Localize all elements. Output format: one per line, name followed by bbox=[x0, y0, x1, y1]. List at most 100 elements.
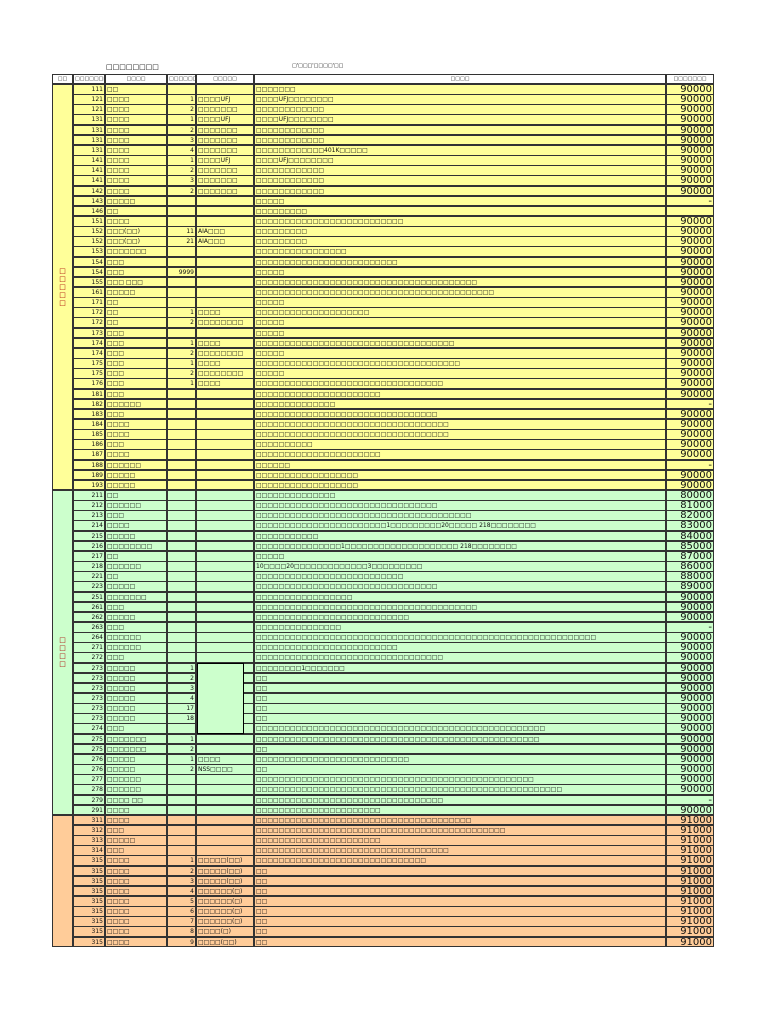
amount: 90000 bbox=[666, 418, 714, 430]
sub-name: □□□□□□□ bbox=[196, 134, 254, 146]
sub-name bbox=[196, 652, 254, 664]
amount: 88000 bbox=[666, 571, 714, 582]
name: □□□□ bbox=[105, 814, 167, 826]
description: □□□□□□□□□□□□ bbox=[254, 124, 666, 136]
description: □□□□UFJ□□□□□□□□ bbox=[254, 94, 666, 105]
sub-name bbox=[196, 540, 254, 552]
description: □□□□□□□□1□□□□□□□ bbox=[254, 662, 666, 674]
amount: 91000 bbox=[666, 885, 714, 897]
description: □□ bbox=[254, 682, 666, 694]
code: 312 bbox=[73, 824, 105, 836]
name: □□□□□□□ bbox=[105, 591, 167, 603]
sub-name bbox=[196, 733, 254, 745]
amount: - bbox=[666, 195, 714, 207]
sub-no bbox=[167, 205, 196, 217]
sub-name: AIA□□□ bbox=[196, 236, 254, 247]
amount: 87000 bbox=[666, 550, 714, 562]
amount: 90000 bbox=[666, 165, 714, 176]
description: □□ bbox=[254, 936, 666, 948]
code: 184 bbox=[73, 418, 105, 430]
sub-name: □□□□□□(□) bbox=[196, 885, 254, 897]
sub-no bbox=[167, 591, 196, 603]
amount: 82000 bbox=[666, 510, 714, 521]
header-cell: □□□□□□ bbox=[167, 74, 196, 84]
amount: 85000 bbox=[666, 540, 714, 552]
description: □□□□□□□□□ bbox=[254, 236, 666, 247]
sub-name bbox=[196, 449, 254, 461]
description: □□□□□□□□□ bbox=[254, 205, 666, 217]
code: 152 bbox=[73, 226, 105, 237]
sub-no bbox=[167, 784, 196, 795]
sub-name bbox=[196, 398, 254, 410]
description: □□□□□□□□□□□□□□□□□□□□□□ bbox=[254, 449, 666, 461]
description: □□□□□□□□□□□□□□□□□□□□□□□□□□□□□□□□ bbox=[254, 408, 666, 420]
description: □□□□□ bbox=[254, 297, 666, 308]
description: □□□□□□□□□□□□401K□□□□□ bbox=[254, 144, 666, 156]
code: 315 bbox=[73, 875, 105, 887]
sub-name bbox=[196, 794, 254, 806]
sub-name bbox=[196, 845, 254, 856]
code: 172 bbox=[73, 307, 105, 318]
description: □□□□UFJ□□□□□□□□ bbox=[254, 155, 666, 166]
description: □□□□□□□□□□□□ bbox=[254, 175, 666, 186]
description: □□□□□□□□□□□□□□□□□□□□□□□□□□□ bbox=[254, 753, 666, 765]
sub-no bbox=[167, 652, 196, 664]
code: 121 bbox=[73, 104, 105, 115]
group-label: □□□□ bbox=[52, 490, 73, 815]
amount: 91000 bbox=[666, 855, 714, 867]
name: □□ bbox=[105, 550, 167, 562]
name: □□ bbox=[105, 490, 167, 501]
description: □□□□□□□□□□□□□□□□□□□□□□□□□□□□□□□□ bbox=[254, 500, 666, 511]
sub-no bbox=[167, 581, 196, 592]
name: □□□ bbox=[105, 723, 167, 735]
code: 279 bbox=[73, 794, 105, 806]
description: □□□□□ bbox=[254, 327, 666, 339]
sub-no: 9 bbox=[167, 936, 196, 948]
description: □□□□□ bbox=[254, 550, 666, 562]
amount: 90000 bbox=[666, 155, 714, 166]
amount: 80000 bbox=[666, 490, 714, 501]
name: □□□ bbox=[105, 388, 167, 400]
description: □□ bbox=[254, 865, 666, 877]
sub-no: 2 bbox=[167, 104, 196, 115]
sub-name: □□□□□□□□ bbox=[196, 317, 254, 329]
name: □□□□□ bbox=[105, 753, 167, 765]
amount: 90000 bbox=[666, 764, 714, 775]
amount: 90000 bbox=[666, 124, 714, 136]
description: □□□□□ bbox=[254, 368, 666, 379]
amount: 90000 bbox=[666, 337, 714, 349]
code: 131 bbox=[73, 144, 105, 156]
sub-name: □□□□(□□) bbox=[196, 936, 254, 948]
sub-no bbox=[167, 429, 196, 440]
amount: 90000 bbox=[666, 388, 714, 400]
sub-name bbox=[196, 215, 254, 227]
amount: 90000 bbox=[666, 104, 714, 115]
name: □□□□ bbox=[105, 865, 167, 877]
amount: 90000 bbox=[666, 591, 714, 603]
description: □□□□□□□□□□□□□□□ bbox=[254, 621, 666, 633]
code: 276 bbox=[73, 764, 105, 775]
sub-name: □□□□(□) bbox=[196, 926, 254, 938]
description: □□ bbox=[254, 713, 666, 724]
sub-name: □□□□ bbox=[196, 753, 254, 765]
code: 311 bbox=[73, 814, 105, 826]
name: □□□□ bbox=[105, 885, 167, 897]
sub-no: 3 bbox=[167, 175, 196, 186]
sub-name bbox=[196, 469, 254, 481]
name: □□□□ bbox=[105, 124, 167, 136]
sub-no bbox=[167, 794, 196, 806]
sub-no: 3 bbox=[167, 682, 196, 694]
sub-name: □□□□□□(□) bbox=[196, 916, 254, 927]
code: 273 bbox=[73, 713, 105, 724]
name: □□□□□□ bbox=[105, 500, 167, 511]
code: 223 bbox=[73, 581, 105, 592]
description: □□□□□□□□□□□□□□□□□□□□□□□□□□□□□□□□□ bbox=[254, 794, 666, 806]
description: □□□□□□□□□□□□□□□□□□□□□□□□□□□□□□□□□□ bbox=[254, 418, 666, 430]
amount: 81000 bbox=[666, 500, 714, 511]
amount: 90000 bbox=[666, 144, 714, 156]
sub-name bbox=[196, 84, 254, 95]
sub-name: AIA□□□ bbox=[196, 226, 254, 237]
sub-no bbox=[167, 550, 196, 562]
name: □□ bbox=[105, 317, 167, 329]
amount: 90000 bbox=[666, 662, 714, 674]
